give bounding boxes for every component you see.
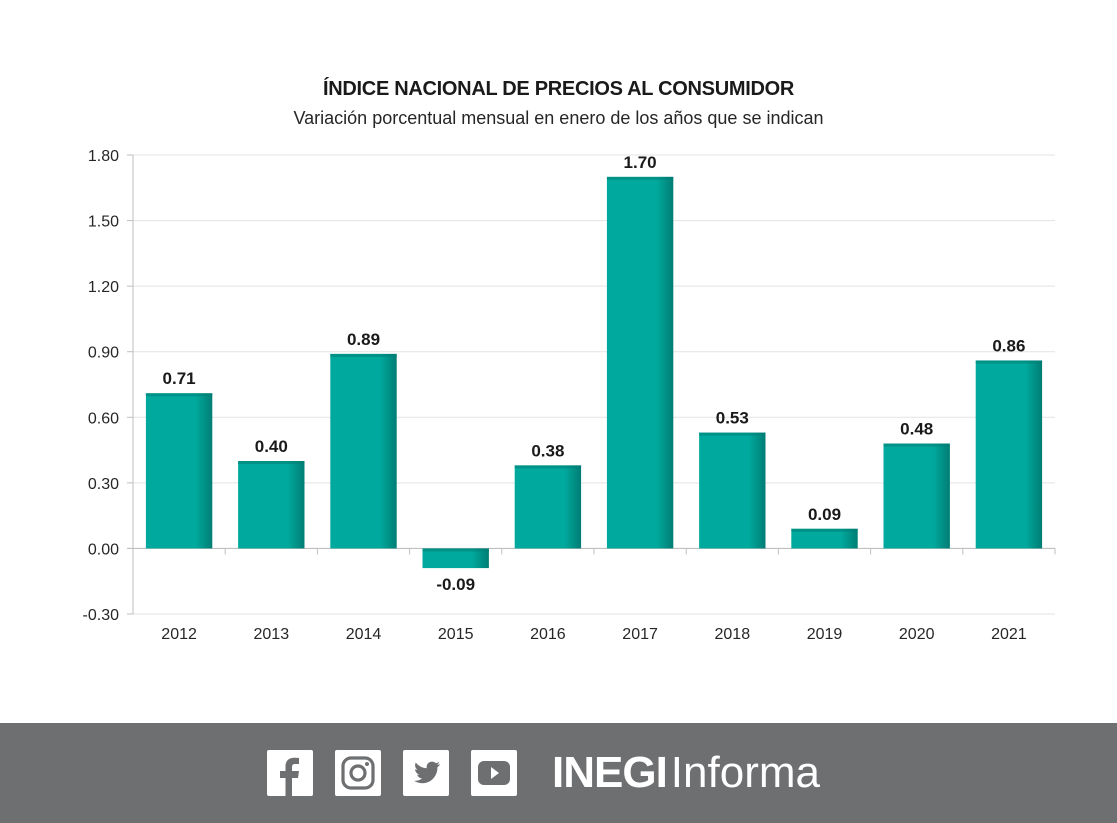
instagram-icon	[341, 756, 375, 790]
y-tick-label: 1.50	[88, 214, 119, 231]
bar-edge	[791, 528, 858, 532]
facebook-icon	[280, 757, 299, 796]
data-label-2018: 0.53	[716, 409, 749, 428]
data-label-2019: 0.09	[808, 505, 841, 524]
instagram-button[interactable]	[335, 750, 381, 796]
data-label-2020: 0.48	[900, 420, 933, 439]
y-tick-label: 0.90	[88, 345, 119, 362]
x-tick-label: 2019	[807, 626, 843, 643]
bar-chart: -0.30 0.00 0.30 0.60 0.90 1.20 1.50 1.80 0.71 20…	[83, 148, 1056, 643]
y-tick-label: 1.20	[88, 279, 119, 296]
data-label-2014: 0.89	[347, 330, 380, 349]
y-tick-label: -0.30	[83, 607, 120, 624]
data-label-2013: 0.40	[255, 437, 288, 456]
data-label-2017: 1.70	[624, 153, 657, 172]
axes: -0.30 0.00 0.30 0.60 0.90 1.20 1.50 1.80	[83, 148, 1056, 624]
bar-edge	[514, 465, 582, 469]
youtube-button[interactable]	[471, 750, 517, 796]
brand-inegi: INEGI	[552, 748, 668, 797]
x-tick-label: 2014	[346, 626, 382, 643]
x-tick-label: 2020	[899, 626, 935, 643]
bar-2021	[975, 360, 1043, 549]
bar-2015	[422, 548, 489, 569]
bar-edge	[606, 176, 674, 180]
x-tick-label: 2012	[161, 626, 197, 643]
x-tick-label: 2021	[991, 626, 1027, 643]
data-label-2012: 0.71	[163, 369, 196, 388]
bar-edge	[975, 360, 1043, 364]
y-tick-label: 0.30	[88, 476, 119, 493]
bar-2019	[791, 528, 858, 549]
twitter-button[interactable]	[403, 750, 449, 796]
youtube-icon	[478, 761, 510, 785]
facebook-button[interactable]	[267, 750, 313, 796]
x-tick-label: 2016	[530, 626, 566, 643]
data-label-2016: 0.38	[531, 441, 564, 460]
bar-2018	[699, 432, 766, 549]
chart-subtitle: Variación porcentual mensual en enero de…	[293, 108, 824, 128]
brand-informa: Informa	[670, 748, 820, 797]
bar-edge	[238, 461, 305, 464]
y-tick-label: 0.60	[88, 410, 119, 427]
x-tick-label: 2018	[715, 626, 751, 643]
x-tick-label: 2013	[254, 626, 290, 643]
bar-2014	[330, 353, 397, 549]
bar-edge	[883, 443, 950, 447]
x-tick-label: 2015	[438, 626, 474, 643]
bars	[145, 176, 1043, 569]
bar-2020	[883, 443, 950, 549]
data-label-2015: -0.09	[436, 575, 475, 594]
labels: 0.71 2012 0.40 2013 0.89 2014 -0.09 2015 0.38 201…	[161, 153, 1026, 643]
bar-2016	[514, 465, 582, 549]
y-tick-label: 0.00	[88, 541, 119, 558]
bar-edge	[330, 353, 397, 357]
bar-edge	[699, 432, 766, 436]
bar-edge	[145, 393, 213, 397]
x-tick-label: 2017	[622, 626, 658, 643]
twitter-icon	[414, 761, 440, 784]
bar-2012	[145, 393, 213, 549]
bar-2013	[238, 461, 305, 549]
chart-title: ÍNDICE NACIONAL DE PRECIOS AL CONSUMIDOR	[323, 78, 794, 100]
footer-bar: INEGI Informa	[0, 723, 1117, 823]
bar-2017	[606, 176, 674, 549]
bar-edge	[422, 548, 489, 552]
y-tick-label: 1.80	[88, 148, 119, 165]
data-label-2021: 0.86	[992, 336, 1025, 355]
inegi-informa-logo: INEGI Informa	[552, 745, 820, 801]
